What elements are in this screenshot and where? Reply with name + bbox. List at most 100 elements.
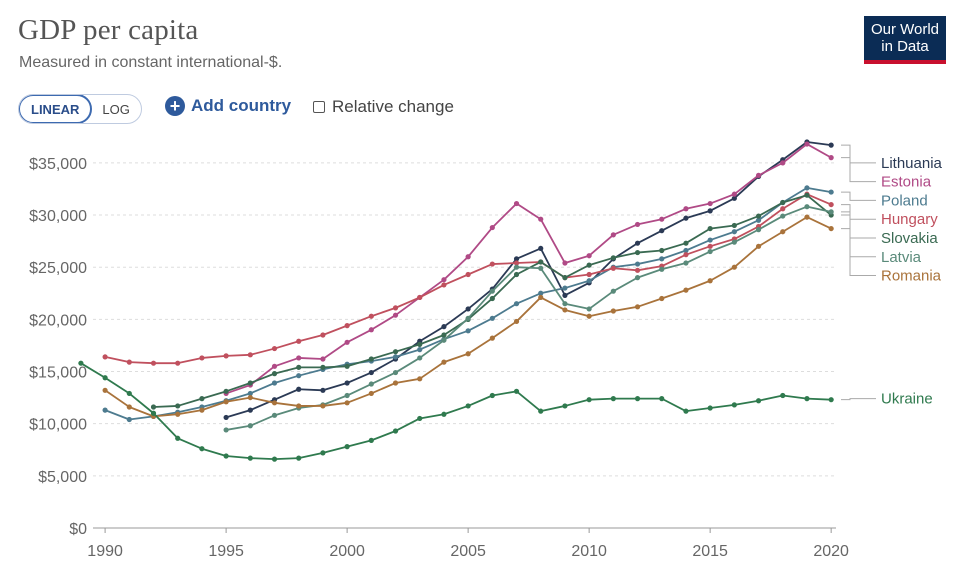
relative-change-toggle[interactable]: Relative change [313,97,454,117]
data-point-slovakia [320,364,326,370]
data-point-slovakia [610,255,616,261]
data-point-ukraine [828,397,834,403]
data-point-ukraine [271,456,278,462]
data-point-poland [562,285,568,291]
data-point-romania [562,307,568,313]
data-point-ukraine [465,403,471,409]
y-tick-label: $5,000 [38,469,87,486]
data-point-romania [441,359,447,365]
add-country-button[interactable]: + Add country [165,96,291,116]
data-point-lithuania [731,195,737,201]
data-point-romania [199,407,205,413]
data-point-latvia [441,337,447,343]
data-point-romania [247,394,253,401]
data-point-romania [392,380,399,386]
series-label-lithuania: Lithuania [881,155,943,172]
data-point-ukraine [392,428,399,434]
owid-logo[interactable]: Our World in Data [864,16,946,64]
label-connector-poland [841,191,876,201]
series-line-estonia [225,143,832,395]
data-point-ukraine [586,397,592,403]
data-point-poland [755,217,762,223]
data-point-hungary [296,338,302,344]
data-point-hungary [780,206,786,212]
data-point-ukraine [659,396,665,402]
data-point-romania [755,243,762,249]
data-point-estonia [707,200,713,207]
data-point-ukraine [247,455,253,461]
logo-line-2: in Data [881,38,929,55]
data-point-hungary [828,201,834,208]
data-point-slovakia [804,192,810,198]
data-point-hungary [634,267,641,273]
data-point-romania [320,403,326,409]
x-tick-label: 2010 [571,543,607,560]
data-point-hungary [489,261,495,267]
data-point-estonia [586,253,592,259]
data-point-romania [707,278,713,284]
log-button[interactable]: LOG [102,101,130,117]
data-point-estonia [392,312,399,318]
data-point-latvia [489,288,495,294]
data-point-romania [271,400,278,406]
linear-button[interactable]: LINEAR [18,95,93,123]
data-point-estonia [780,160,786,166]
data-point-romania [828,225,834,232]
data-point-ukraine [804,396,810,402]
data-point-romania [683,287,689,293]
data-point-romania [731,264,737,270]
label-connector-estonia [841,157,876,183]
data-point-hungary [150,360,157,366]
data-point-estonia [368,327,374,333]
data-point-estonia [828,155,834,161]
data-point-poland [683,247,689,254]
data-point-hungary [417,294,423,301]
series-label-estonia: Estonia [881,174,932,191]
data-point-hungary [610,265,616,271]
data-point-slovakia [562,275,568,281]
data-point-slovakia [441,332,447,338]
data-point-poland [804,185,810,191]
label-connector-romania [841,228,876,277]
data-point-poland [513,301,520,307]
data-point-romania [417,376,423,382]
data-point-slovakia [247,380,253,386]
data-point-hungary [247,352,253,358]
data-point-ukraine [417,415,423,422]
series-label-poland: Poland [881,192,928,209]
data-point-hungary [586,271,592,278]
data-point-hungary [199,355,205,361]
data-point-romania [465,351,471,357]
data-point-latvia [538,265,544,271]
series-label-romania: Romania [881,268,942,285]
data-point-latvia [707,248,713,255]
relative-change-checkbox[interactable] [313,101,325,113]
data-point-hungary [707,243,713,249]
data-point-estonia [513,200,520,207]
data-point-latvia [271,412,278,418]
plus-icon: + [165,96,185,116]
data-point-lithuania [465,306,471,312]
data-point-poland [707,237,713,243]
data-point-estonia [320,356,326,362]
data-point-ukraine [441,411,447,417]
data-point-lithuania [659,228,665,234]
data-point-hungary [392,305,399,311]
x-tick-label: 1995 [208,543,244,560]
data-point-hungary [344,323,350,329]
y-tick-label: $30,000 [29,208,87,225]
data-point-ukraine [707,405,713,411]
data-point-ukraine [731,402,737,408]
data-point-slovakia [780,199,786,206]
data-point-estonia [441,277,447,283]
data-point-lithuania [441,324,447,330]
data-point-estonia [610,232,616,238]
x-tick-label: 2000 [329,543,365,560]
data-point-poland [296,373,302,379]
data-point-lithuania [562,292,568,298]
data-point-hungary [223,353,229,359]
series-line-hungary [104,193,832,365]
data-point-ukraine [126,390,132,397]
data-point-hungary [441,282,447,288]
data-point-poland [634,261,641,267]
